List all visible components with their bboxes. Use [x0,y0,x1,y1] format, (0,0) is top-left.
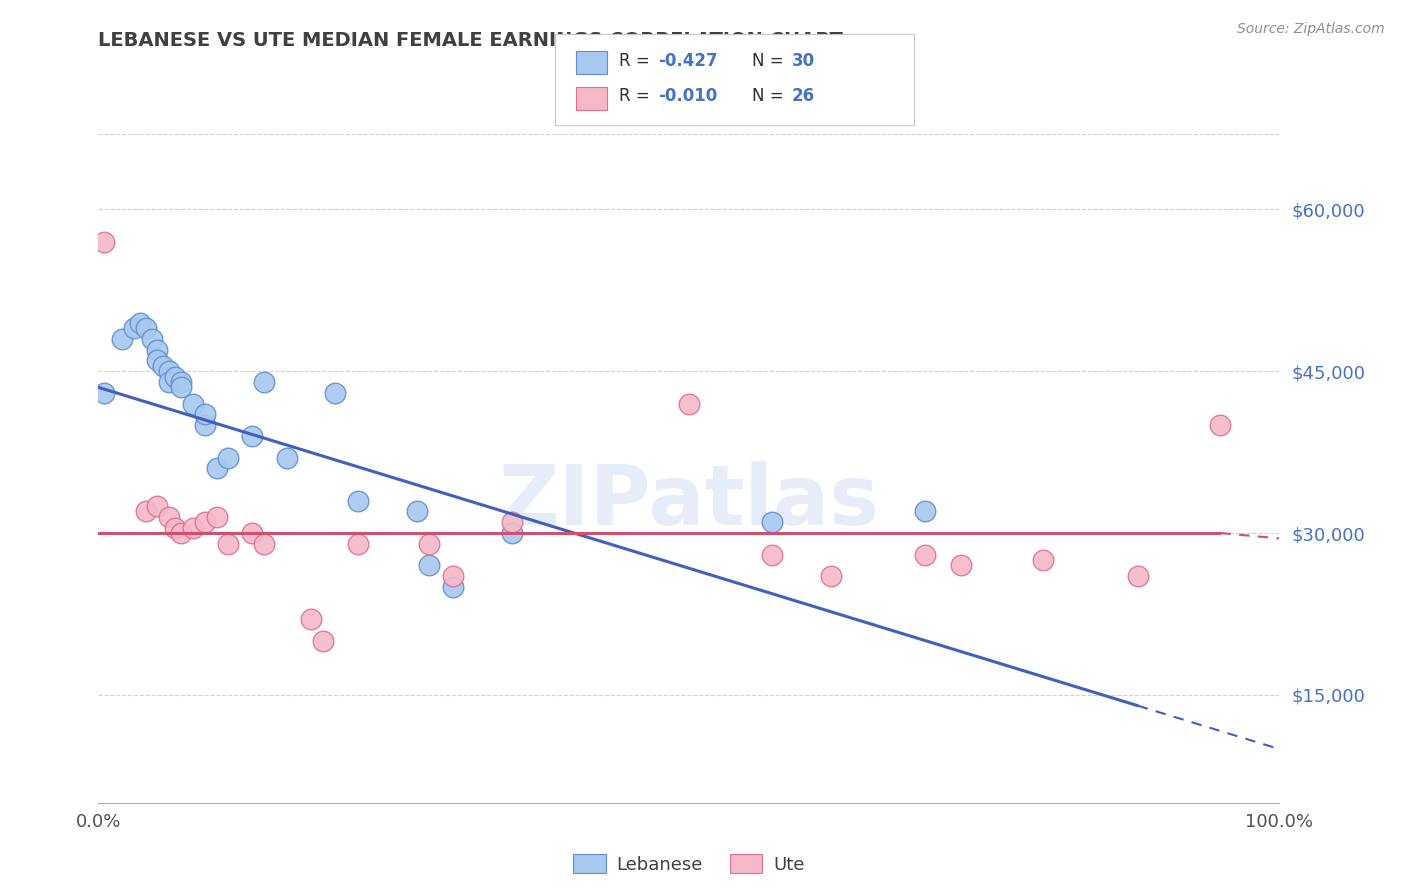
Point [253,375,276,389]
Point [217,450,239,465]
Point [276,450,298,465]
Point [217,537,239,551]
Point [157,364,180,378]
Point [914,504,936,518]
Point [170,526,193,541]
Text: R =: R = [619,52,655,70]
Text: -0.427: -0.427 [658,52,717,70]
Point [128,316,150,330]
Point [165,521,187,535]
Point [347,537,370,551]
Legend: Lebanese, Ute: Lebanese, Ute [567,847,811,880]
Point [1032,553,1054,567]
Point [299,612,322,626]
Text: Source: ZipAtlas.com: Source: ZipAtlas.com [1237,22,1385,37]
Point [678,396,700,410]
Point [501,515,523,529]
Text: N =: N = [752,87,789,105]
Text: LEBANESE VS UTE MEDIAN FEMALE EARNINGS CORRELATION CHART: LEBANESE VS UTE MEDIAN FEMALE EARNINGS C… [98,31,844,50]
Point [347,493,370,508]
Point [1209,418,1232,433]
Point [181,396,204,410]
Point [122,321,145,335]
Point [111,332,134,346]
Point [146,353,169,368]
Point [761,548,783,562]
Point [820,569,842,583]
Point [146,343,169,357]
Point [1126,569,1149,583]
Point [418,558,440,573]
Text: N =: N = [752,52,789,70]
Point [194,408,217,422]
Text: 30: 30 [792,52,814,70]
Point [441,580,464,594]
Point [152,359,174,373]
Point [157,509,180,524]
Point [135,321,157,335]
Point [205,509,228,524]
Point [181,521,204,535]
Point [165,369,187,384]
Point [141,332,163,346]
Point [135,504,157,518]
Point [93,385,115,400]
Point [93,235,115,249]
Point [323,385,346,400]
Point [253,537,276,551]
Point [194,418,217,433]
Text: ZIPatlas: ZIPatlas [499,461,879,542]
Point [170,375,193,389]
Point [406,504,429,518]
Point [157,375,180,389]
Point [761,515,783,529]
Point [949,558,972,573]
Point [914,548,936,562]
Point [240,429,263,443]
Point [312,634,335,648]
Point [205,461,228,475]
Text: R =: R = [619,87,655,105]
Point [501,526,523,541]
Text: -0.010: -0.010 [658,87,717,105]
Point [441,569,464,583]
Point [146,499,169,513]
Point [170,380,193,394]
Point [240,526,263,541]
Text: 26: 26 [792,87,814,105]
Point [194,515,217,529]
Point [418,537,440,551]
